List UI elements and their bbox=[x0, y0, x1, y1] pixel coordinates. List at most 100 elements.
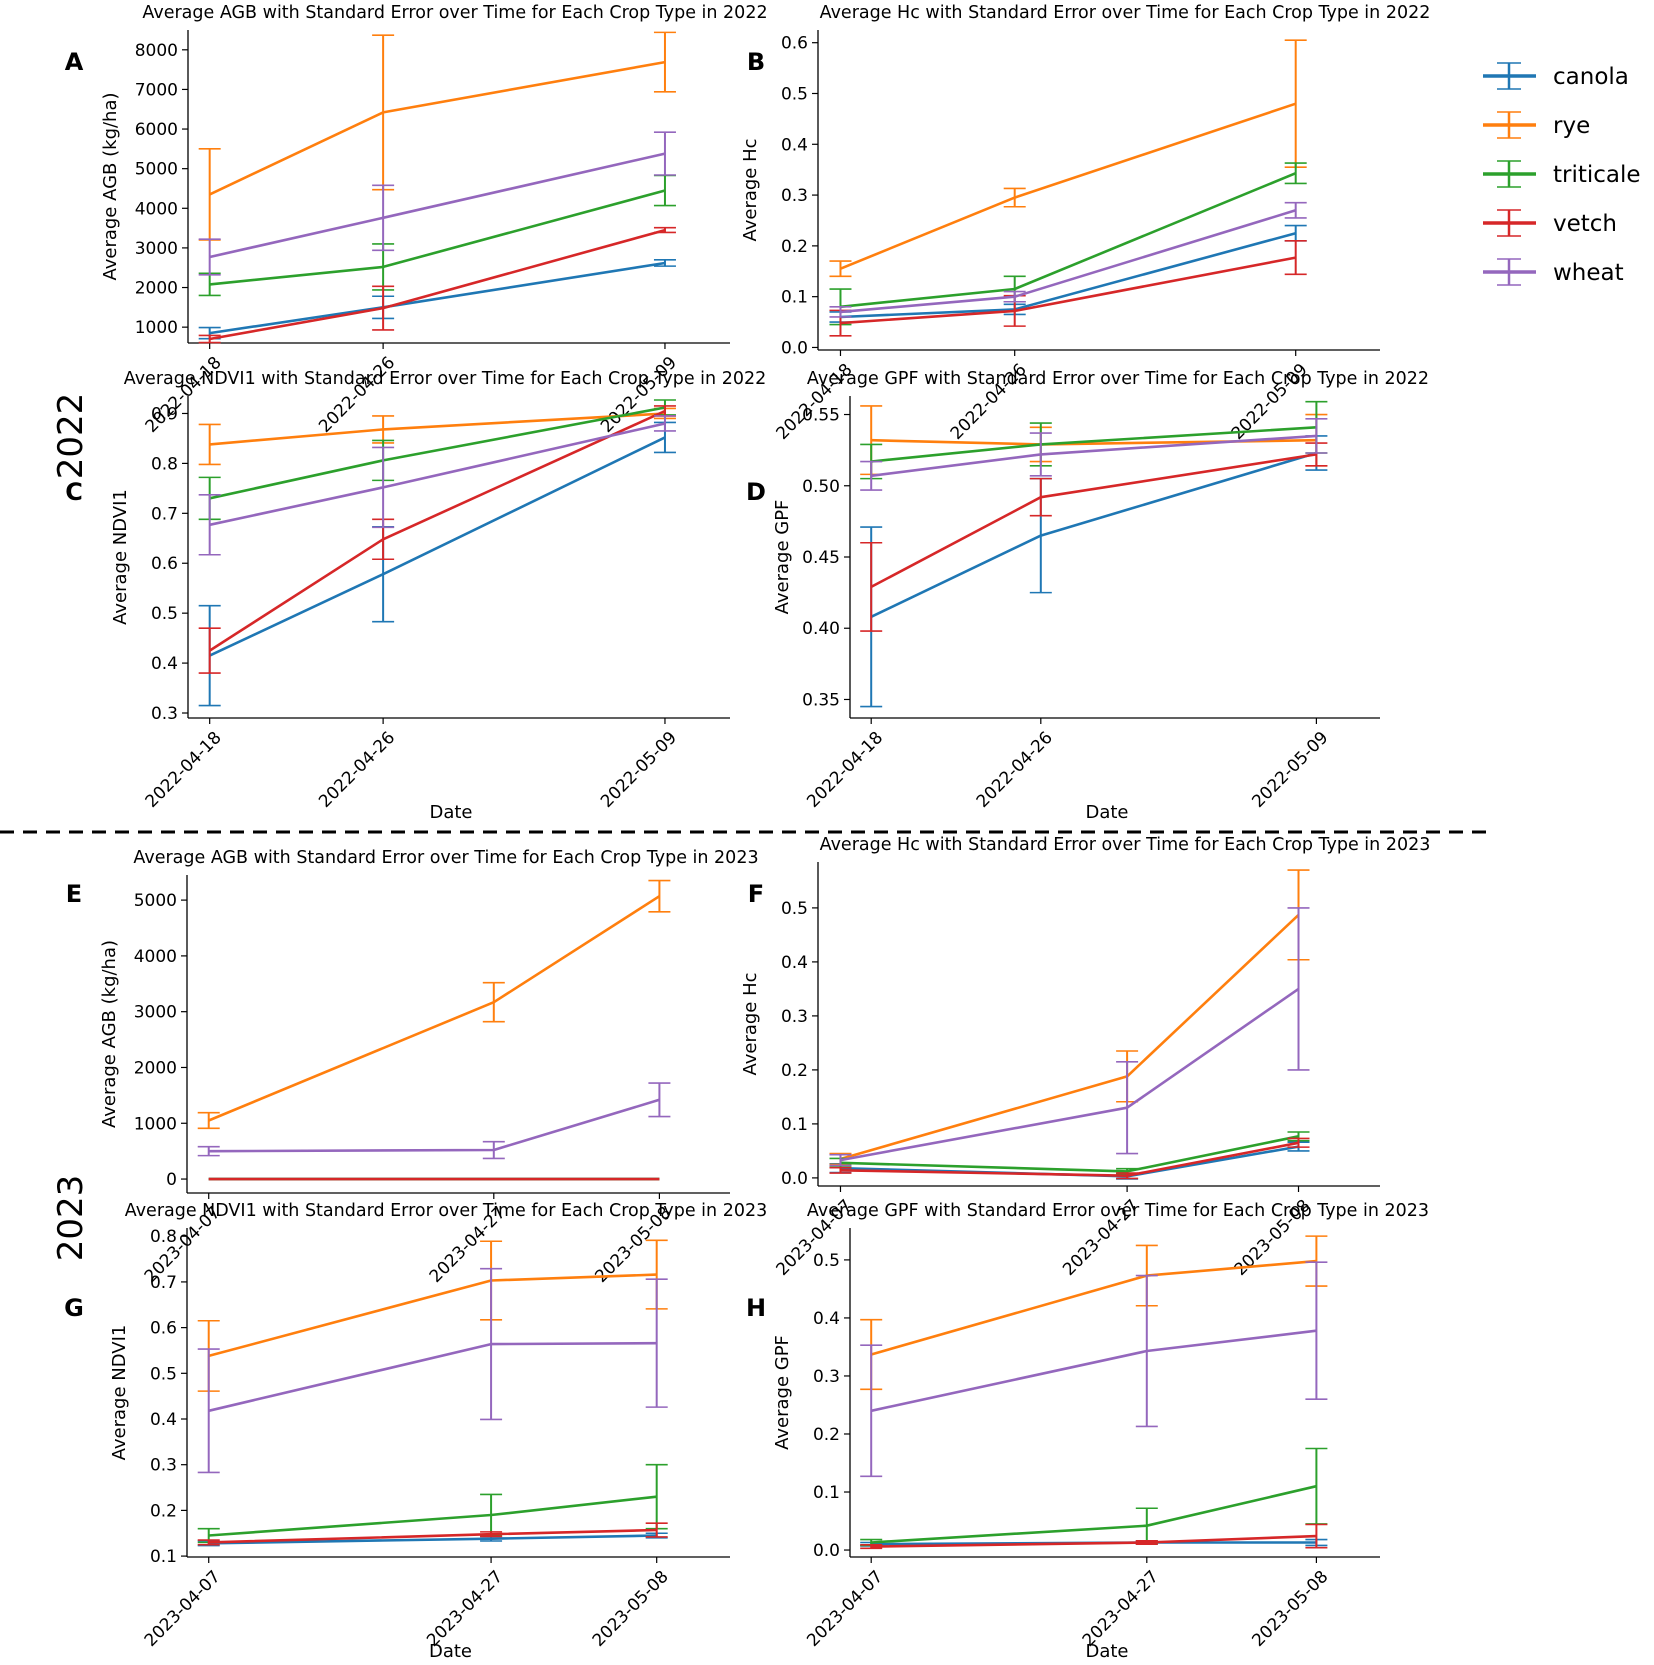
chart-title: Average Hc with Standard Error over Time… bbox=[820, 835, 1431, 855]
legend-item-rye: rye bbox=[1483, 111, 1590, 139]
chart-title: Average NDVI1 with Standard Error over T… bbox=[125, 1201, 767, 1221]
series-triticale bbox=[198, 174, 676, 297]
x-tick-label: 2023-05-08 bbox=[1248, 1567, 1332, 1651]
x-tick-label: 2022-05-09 bbox=[597, 728, 681, 812]
chart-title: Average NDVI1 with Standard Error over T… bbox=[124, 369, 766, 389]
year-label-2022: 2022 bbox=[51, 393, 91, 480]
y-tick-label: 0.5 bbox=[781, 84, 808, 104]
legend-label: vetch bbox=[1553, 211, 1617, 237]
series-line-triticale bbox=[871, 1484, 1317, 1544]
y-tick-label: 0.1 bbox=[150, 1547, 177, 1567]
y-axis-label: Average Hc bbox=[740, 972, 761, 1075]
y-tick-label: 3000 bbox=[134, 1003, 177, 1023]
y-tick-label: 6000 bbox=[135, 120, 178, 140]
y-tick-label: 0.3 bbox=[813, 1367, 840, 1387]
y-tick-label: 0.45 bbox=[802, 548, 840, 568]
series-triticale bbox=[197, 1463, 668, 1544]
y-tick-label: 0.4 bbox=[781, 953, 808, 973]
series-canola bbox=[860, 435, 1328, 708]
x-tick-label: 2023-04-27 bbox=[1079, 1567, 1163, 1651]
series-line-wheat bbox=[870, 1329, 1317, 1413]
x-tick-label: 2023-04-07 bbox=[141, 1567, 225, 1651]
series-triticale bbox=[198, 399, 676, 521]
y-tick-label: 0.1 bbox=[781, 288, 808, 308]
y-tick-label: 0.8 bbox=[151, 454, 178, 474]
series-line-triticale bbox=[840, 1135, 1299, 1173]
y-tick-label: 0.3 bbox=[151, 704, 178, 724]
legend: canola rye triticale vetch wheat bbox=[1483, 62, 1641, 286]
series-canola bbox=[198, 421, 676, 707]
series-line-rye bbox=[870, 1259, 1317, 1356]
legend-item-canola: canola bbox=[1483, 62, 1629, 90]
y-tick-label: 0 bbox=[166, 1170, 177, 1190]
chart-panel-c: Average NDVI1 with Standard Error over T… bbox=[65, 369, 766, 823]
x-tick-label: 2022-04-18 bbox=[803, 728, 887, 812]
series-line-vetch bbox=[840, 1141, 1299, 1177]
y-tick-label: 0.3 bbox=[781, 186, 808, 206]
series-wheat bbox=[198, 415, 676, 556]
y-tick-label: 0.7 bbox=[151, 504, 178, 524]
series-line-vetch bbox=[209, 228, 666, 341]
panel-letter: F bbox=[748, 880, 764, 908]
series-line-canola bbox=[209, 436, 666, 657]
series-vetch bbox=[829, 1137, 1310, 1180]
y-tick-label: 0.7 bbox=[150, 1273, 177, 1293]
series-line-rye bbox=[840, 102, 1297, 270]
y-tick-label: 3000 bbox=[135, 239, 178, 259]
y-tick-label: 0.6 bbox=[781, 34, 808, 54]
series-vetch bbox=[198, 405, 676, 674]
chart-title: Average GPF with Standard Error over Tim… bbox=[807, 1201, 1429, 1221]
series-line-wheat bbox=[209, 422, 666, 527]
series-wheat bbox=[197, 1267, 668, 1474]
y-axis-label: Average AGB (kg/ha) bbox=[99, 940, 120, 1128]
x-axis-label: Date bbox=[429, 802, 472, 823]
panel-letter: G bbox=[64, 1294, 84, 1322]
y-tick-label: 0.2 bbox=[781, 1061, 808, 1081]
panel-letter: C bbox=[65, 478, 83, 506]
series-triticale bbox=[860, 1447, 1328, 1547]
y-axis-label: Average GPF bbox=[772, 1335, 793, 1450]
y-tick-label: 0.9 bbox=[151, 404, 178, 424]
chart-title: Average AGB with Standard Error over Tim… bbox=[142, 3, 767, 23]
panel-letter: D bbox=[746, 478, 766, 506]
y-tick-label: 0.35 bbox=[802, 690, 840, 710]
y-tick-label: 0.5 bbox=[151, 604, 178, 624]
chart-panel-h: Average GPF with Standard Error over Tim… bbox=[746, 1201, 1429, 1662]
chart-title: Average GPF with Standard Error over Tim… bbox=[807, 369, 1429, 389]
series-rye bbox=[829, 869, 1310, 1166]
x-tick-label: 2023-04-07 bbox=[803, 1567, 887, 1651]
y-tick-label: 0.5 bbox=[781, 899, 808, 919]
legend-label: wheat bbox=[1553, 260, 1624, 286]
series-vetch bbox=[829, 239, 1307, 337]
series-line-rye bbox=[208, 895, 661, 1122]
series-line-wheat bbox=[209, 152, 666, 259]
y-tick-label: 0.6 bbox=[151, 554, 178, 574]
x-tick-label: 2022-04-26 bbox=[973, 728, 1057, 812]
legend-label: rye bbox=[1553, 113, 1590, 139]
y-tick-label: 0.4 bbox=[813, 1309, 840, 1329]
chart-title: Average Hc with Standard Error over Time… bbox=[820, 3, 1431, 23]
series-line-canola bbox=[840, 231, 1297, 319]
y-tick-label: 0.3 bbox=[781, 1007, 808, 1027]
series-wheat bbox=[829, 907, 1310, 1167]
y-axis-label: Average NDVI1 bbox=[109, 1325, 130, 1461]
series-line-vetch bbox=[840, 256, 1296, 325]
series-line-wheat bbox=[840, 209, 1297, 314]
y-tick-label: 0.1 bbox=[781, 1115, 808, 1135]
panel-letter: H bbox=[746, 1294, 766, 1322]
y-axis-label: Average Hc bbox=[740, 138, 761, 241]
series-line-vetch bbox=[871, 1534, 1317, 1548]
y-tick-label: 0.2 bbox=[150, 1501, 177, 1521]
y-axis-label: Average GPF bbox=[772, 500, 793, 615]
y-tick-label: 1000 bbox=[135, 318, 178, 338]
series-wheat bbox=[829, 201, 1307, 318]
series-wheat bbox=[198, 131, 676, 276]
series-line-rye bbox=[209, 412, 666, 446]
series-line-vetch bbox=[208, 1528, 657, 1544]
series-line-triticale bbox=[209, 189, 666, 286]
y-axis-label: Average NDVI1 bbox=[110, 489, 131, 625]
series-line-vetch bbox=[208, 409, 666, 652]
y-tick-label: 2000 bbox=[134, 1058, 177, 1078]
x-tick-label: 2022-04-26 bbox=[315, 728, 399, 812]
